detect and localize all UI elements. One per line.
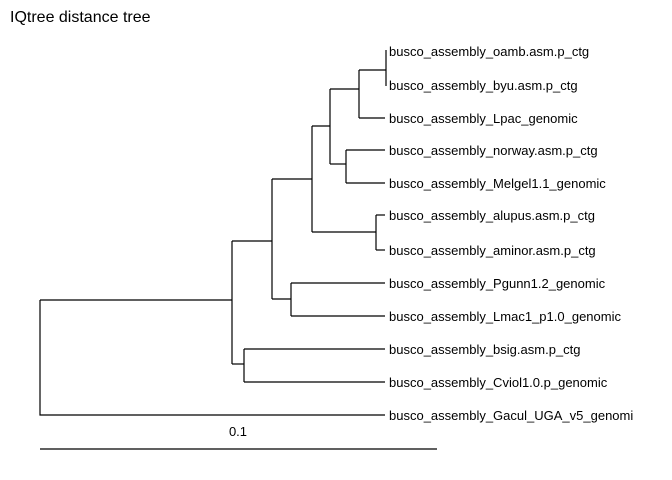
tip-label-lpac: busco_assembly_Lpac_genomic bbox=[389, 111, 578, 126]
tip-labels: busco_assembly_oamb.asm.p_ctg busco_asse… bbox=[389, 44, 633, 423]
tip-label-pgunn: busco_assembly_Pgunn1.2_genomic bbox=[389, 276, 606, 291]
tip-label-oamb: busco_assembly_oamb.asm.p_ctg bbox=[389, 44, 589, 59]
tip-label-cviol: busco_assembly_Cviol1.0.p_genomic bbox=[389, 375, 608, 390]
tip-label-norway: busco_assembly_norway.asm.p_ctg bbox=[389, 143, 598, 158]
figure-title: IQtree distance tree bbox=[10, 9, 151, 26]
tip-label-aminor: busco_assembly_aminor.asm.p_ctg bbox=[389, 243, 596, 258]
tip-label-bsig: busco_assembly_bsig.asm.p_ctg bbox=[389, 342, 581, 357]
tip-label-byu: busco_assembly_byu.asm.p_ctg bbox=[389, 78, 578, 93]
branch-root bbox=[39, 300, 385, 416]
tip-label-melgel: busco_assembly_Melgel1.1_genomic bbox=[389, 176, 606, 191]
tip-label-gacul: busco_assembly_Gacul_UGA_v5_genomi bbox=[389, 408, 633, 423]
tip-label-lmac: busco_assembly_Lmac1_p1.0_genomic bbox=[389, 309, 621, 324]
tree-branches bbox=[39, 50, 387, 416]
scale-bar-label: 0.1 bbox=[229, 424, 247, 439]
scale-bar-group: 0.1 bbox=[40, 424, 437, 450]
tip-label-alupus: busco_assembly_alupus.asm.p_ctg bbox=[389, 208, 595, 223]
